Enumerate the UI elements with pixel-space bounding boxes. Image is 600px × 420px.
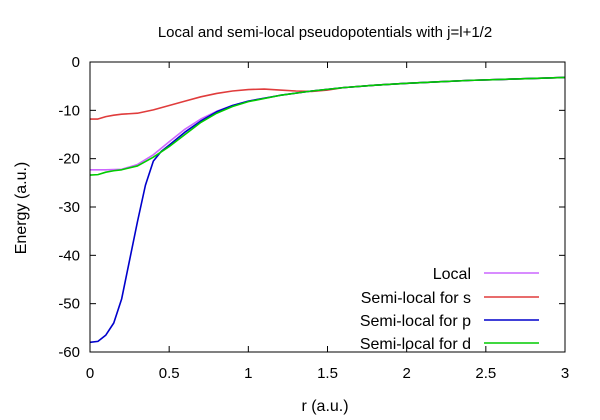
y-tick-label: -10 <box>58 102 80 119</box>
series-line-local <box>90 76 566 171</box>
plot-frame <box>89 61 566 353</box>
series-line-semi-local-for-p <box>89 76 566 344</box>
x-tick-label: 2 <box>402 365 410 382</box>
legend-label-local: Local <box>433 266 471 283</box>
x-tick-label: 1 <box>244 365 252 382</box>
x-tick-label: 0 <box>86 365 94 382</box>
y-axis-label: Energy (a.u.) <box>13 162 30 254</box>
legend: Local Semi-local for s Semi-local for p Sem… <box>360 266 539 353</box>
x-tick-label: 0.5 <box>159 365 180 382</box>
tick-labels: 0 0.5 1 1.5 2 2.5 3 0 -10 -20 -30 -40 -50 -60 <box>58 54 569 382</box>
x-axis-label: r (a.u.) <box>301 398 348 415</box>
series-line-semi-local-for-s <box>90 76 566 120</box>
legend-label-semi-local-for-d: Semi-local for d <box>360 336 471 353</box>
y-tick-label: -40 <box>58 247 80 264</box>
y-tick-label: 0 <box>72 54 80 71</box>
y-tick-label: -60 <box>58 344 80 361</box>
x-tick-label: 1.5 <box>317 365 338 382</box>
tick-marks <box>89 61 566 353</box>
chart-title: Local and semi-local pseudopotentials wi… <box>158 24 492 41</box>
legend-label-semi-local-for-p: Semi-local for p <box>360 313 471 330</box>
y-tick-label: -30 <box>58 199 80 216</box>
y-tick-label: -50 <box>58 296 80 313</box>
x-tick-label: 3 <box>561 365 569 382</box>
series-line-semi-local-for-d <box>89 76 566 176</box>
x-tick-label: 2.5 <box>475 365 496 382</box>
series-lines <box>89 76 566 344</box>
legend-label-semi-local-for-s: Semi-local for s <box>361 290 471 307</box>
y-tick-label: -20 <box>58 151 80 168</box>
